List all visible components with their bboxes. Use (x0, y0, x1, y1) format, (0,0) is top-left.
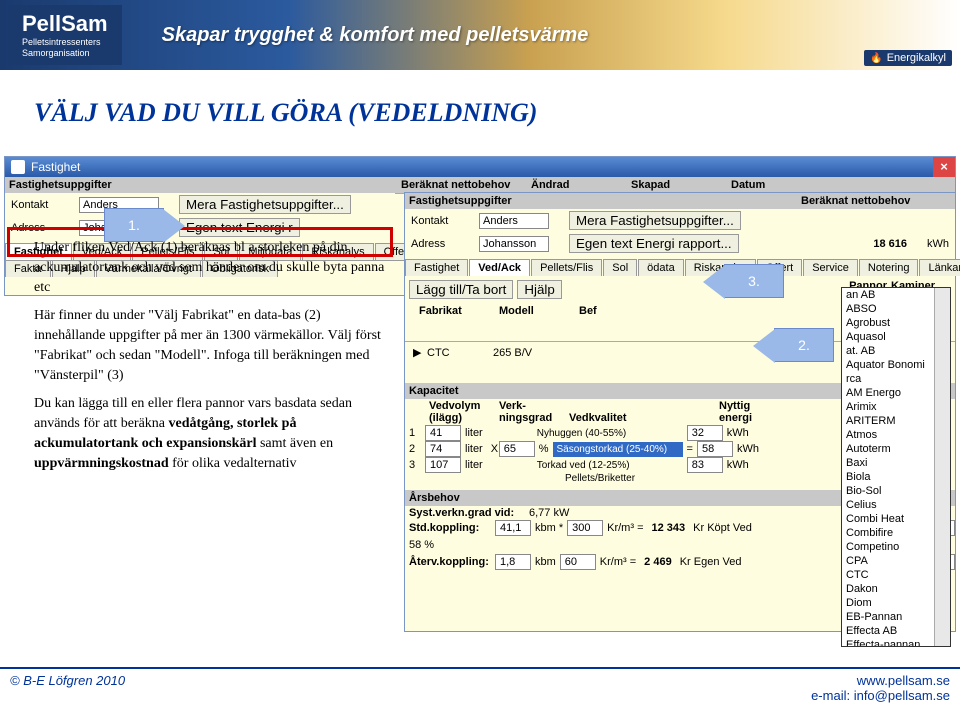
tab2-pellets[interactable]: Pellets/Flis (531, 259, 602, 276)
qual-pb: Pellets/Briketter (565, 473, 715, 484)
callout-1: 1. (104, 208, 164, 242)
para-2: Här finner du under "Välj Fabrikat" en d… (34, 306, 394, 386)
footer: © B-E Löfgren 2010 www.pellsam.se e-mail… (0, 667, 960, 707)
para-1: Under fliken Ved/Ack (1) beräknas bl a s… (34, 238, 394, 298)
logo: PellSam Pelletsintressenters Samorganisa… (8, 5, 122, 65)
r2-vol[interactable] (425, 441, 461, 457)
window-icon (11, 160, 25, 174)
std-kbm[interactable] (495, 520, 531, 536)
hdr-vedvolym: Vedvolym (ilägg) (425, 399, 495, 425)
callout-1-label: 1. (128, 217, 140, 233)
syst-val: 6,77 kW (525, 506, 573, 520)
energikalkyl-label: Energikalkyl (887, 52, 946, 64)
r1-vol[interactable] (425, 425, 461, 441)
section-fastighetsuppgifter: Fastighetsuppgifter (5, 177, 395, 193)
adress2-field[interactable] (479, 236, 549, 252)
copyright: © B-E Löfgren 2010 (10, 673, 125, 703)
flame-icon: 🔥 (870, 53, 882, 64)
window-vedack-front: Fastighetsuppgifter Beräknat nettobehov … (404, 192, 956, 632)
close-icon[interactable]: × (933, 157, 955, 177)
top-banner: PellSam Pelletsintressenters Samorganisa… (0, 0, 960, 70)
hdr-verk: Verk- ningsgrad (495, 399, 565, 425)
r3-kwh[interactable] (687, 457, 723, 473)
adress2-label: Adress (411, 238, 459, 250)
r2-pct[interactable] (499, 441, 535, 457)
callout-3-label: 3. (748, 273, 760, 289)
para-3: Du kan lägga till en eller flera pannor … (34, 394, 394, 474)
col-andrad: Ändrad (525, 177, 625, 193)
r1-kwh[interactable] (687, 425, 723, 441)
callout-3: 3. (724, 264, 784, 298)
body-text: Under fliken Ved/Ack (1) beräknas bl a s… (34, 238, 394, 482)
scrollbar[interactable] (934, 288, 950, 646)
mera-fastighet-button[interactable]: Mera Fastighetsuppgifter... (179, 195, 351, 214)
titlebar-back: Fastighet × (5, 157, 955, 177)
kontakt2-field[interactable] (479, 213, 549, 229)
hdr-fabrikat: Fabrikat (413, 303, 493, 341)
tab2-vedack[interactable]: Ved/Ack (469, 259, 530, 276)
ater-label: Återv.koppling: (405, 555, 495, 569)
footer-mail: info@pellsam.se (854, 688, 950, 703)
tab2-lankar[interactable]: Länkar (919, 259, 960, 276)
logo-sub1: Pelletsintressenters (22, 37, 108, 48)
tabs2: Fastighet Ved/Ack Pellets/Flis Sol ödata… (405, 259, 955, 276)
r2-kwh[interactable] (697, 441, 733, 457)
energikalkyl-button[interactable]: 🔥 Energikalkyl (864, 50, 952, 66)
lagg-till-button[interactable]: Lägg till/Ta bort (409, 280, 513, 299)
callout-2: 2. (774, 328, 834, 362)
qual-torkad: Torkad ved (12-25%) (537, 460, 687, 471)
egen2-button[interactable]: Egen text Energi rapport... (569, 234, 739, 253)
callout-2-label: 2. (798, 337, 810, 353)
logo-sub2: Samorganisation (22, 48, 108, 59)
syst-label: Syst.verkn.grad vid: (405, 506, 525, 520)
page-title: VÄLJ VAD DU VILL GÖRA (VEDELDNING) (34, 98, 960, 128)
hdr-vedkvalitet: Vedkvalitet (565, 411, 715, 425)
netto-val: 18 616 (873, 238, 907, 250)
fabrikat-dropdown[interactable]: an AB ABSO Agrobust Aquasol at. AB Aquat… (841, 287, 951, 647)
pct-val: 58 % (405, 538, 495, 552)
col-datum: Datum (725, 177, 805, 193)
tab2-notering[interactable]: Notering (859, 259, 919, 276)
tab2-service[interactable]: Service (803, 259, 858, 276)
section2: Fastighetsuppgifter (409, 195, 801, 207)
hdr-bef: Bef (573, 303, 613, 341)
logo-text: PellSam (22, 11, 108, 37)
tab2-sol[interactable]: Sol (603, 259, 637, 276)
window-title: Fastighet (31, 160, 80, 174)
hdr-nyttig: Nyttig energi (715, 399, 775, 425)
tab2-odata[interactable]: ödata (638, 259, 684, 276)
footer-url: www.pellsam.se (811, 673, 950, 688)
col-skapad: Skapad (625, 177, 725, 193)
qual-ny: Nyhuggen (40-55%) (537, 428, 687, 439)
r3-vol[interactable] (425, 457, 461, 473)
std-pris[interactable] (567, 520, 603, 536)
hjalp-button[interactable]: Hjälp (517, 280, 561, 299)
col-netto: Beräknat nettobehov (395, 177, 525, 193)
ater-kbm[interactable] (495, 554, 531, 570)
hdr-modell: Modell (493, 303, 573, 341)
netto-label: Beräknat nettobehov (801, 195, 951, 207)
footer-links: www.pellsam.se e-mail: info@pellsam.se (811, 673, 950, 703)
qual-sasong[interactable]: Säsongstorkad (25-40%) (553, 442, 683, 457)
row-ctc: CTC (423, 346, 489, 360)
tab2-fastighet[interactable]: Fastighet (405, 259, 468, 276)
row-265: 265 B/V (489, 346, 536, 360)
banner-slogan: Skapar trygghet & komfort med pelletsvär… (162, 24, 589, 47)
netto-unit: kWh (927, 238, 949, 250)
kontakt2-label: Kontakt (411, 215, 459, 227)
mera2-button[interactable]: Mera Fastighetsuppgifter... (569, 211, 741, 230)
kontakt-label: Kontakt (11, 199, 59, 211)
std-label: Std.koppling: (405, 521, 495, 535)
ater-pris[interactable] (560, 554, 596, 570)
